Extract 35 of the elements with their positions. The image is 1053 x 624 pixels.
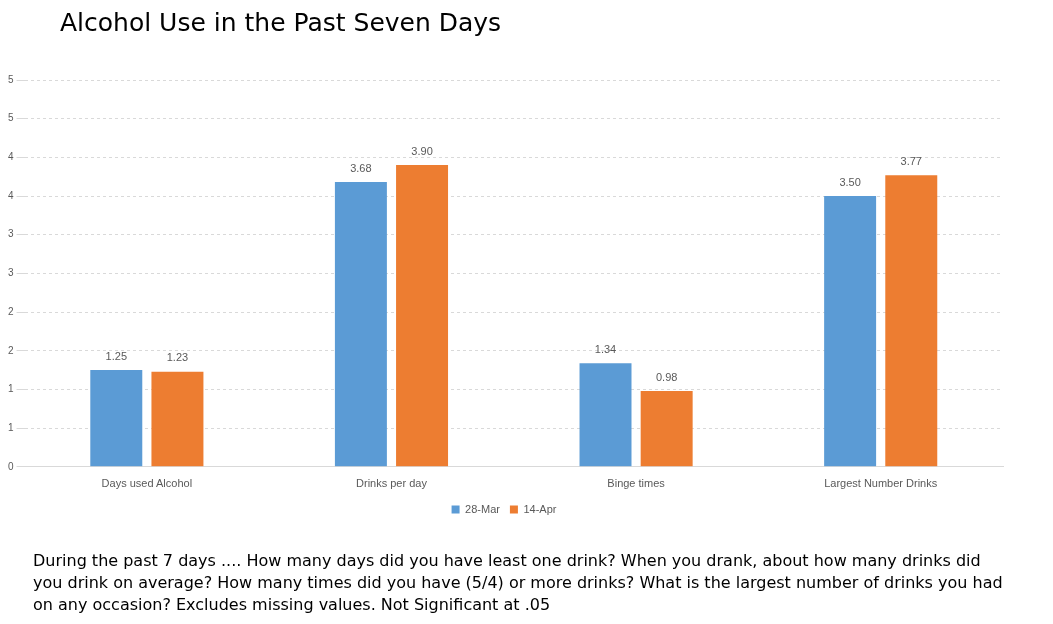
data-label: 3.50 <box>839 175 861 188</box>
bar <box>885 175 938 467</box>
chart-title: Alcohol Use in the Past Seven Days <box>60 8 502 37</box>
bar <box>334 182 387 467</box>
bar <box>579 363 632 467</box>
x-tick-label: Binge times <box>607 477 666 490</box>
data-label: 3.77 <box>900 154 922 167</box>
y-tick-label: 1 <box>8 383 14 395</box>
y-tick-label: 5 <box>8 112 14 124</box>
y-tick-label: 4 <box>8 189 14 201</box>
data-label: 1.34 <box>594 342 617 355</box>
data-label: 3.68 <box>350 161 372 174</box>
y-tick-label: 3 <box>8 267 14 279</box>
data-label: 1.25 <box>105 349 127 362</box>
x-tick-label: Days used Alcohol <box>101 477 193 490</box>
bar <box>640 390 693 467</box>
y-tick-label: 2 <box>8 344 14 356</box>
bar <box>824 196 877 467</box>
legend-label: 14-Apr <box>523 502 557 515</box>
data-label: 0.98 <box>655 370 678 383</box>
y-tick-label: 4 <box>8 151 14 163</box>
y-tick-label: 0 <box>8 460 14 472</box>
data-label: 3.90 <box>411 144 433 157</box>
bar <box>90 370 143 467</box>
data-label: 1.23 <box>166 351 189 364</box>
bar <box>396 165 449 467</box>
bar <box>151 371 204 467</box>
y-tick-label: 1 <box>8 421 14 433</box>
x-tick-label: Largest Number Drinks <box>824 477 938 490</box>
legend-label: 28-Mar <box>465 502 501 515</box>
y-tick-label: 2 <box>8 305 14 317</box>
y-tick-label: 3 <box>8 228 14 240</box>
x-tick-label: Drinks per day <box>356 477 428 490</box>
y-tick-label: 5 <box>8 73 14 85</box>
text: During the past 7 days .... How many days did you have least one drink? When you drank, about how many drinks did you drink on average? How many times did you have (5/4) or more drinks? What is the largest number of drinks you had on any occasion? Excludes missing values. Not Significant at .05 <box>33 550 1003 616</box>
